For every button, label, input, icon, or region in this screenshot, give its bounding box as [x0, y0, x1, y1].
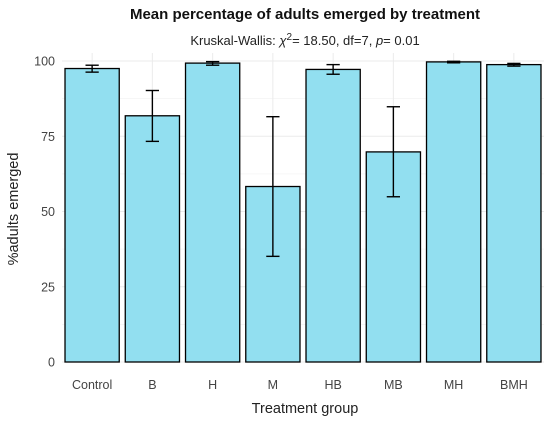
y-tick-label: 0 [48, 356, 55, 370]
y-tick-labels: 0 25 50 75 100 [34, 55, 55, 370]
error-bar-hb [326, 63, 340, 75]
y-tick-label: 100 [34, 55, 55, 69]
subtitle-prefix: Kruskal-Wallis: [190, 33, 279, 48]
y-tick-label: 50 [41, 205, 55, 219]
chart-title: Mean percentage of adults emerged by tre… [130, 6, 480, 23]
subtitle-p-symbol: p [375, 33, 383, 48]
y-axis-title: %adults emerged [6, 153, 22, 266]
bar-mh [425, 61, 482, 363]
subtitle-chi-exponent: 2 [287, 32, 293, 43]
x-tick-label: Control [72, 378, 112, 392]
y-tick-label: 75 [41, 130, 55, 144]
error-bar-bmh [507, 62, 521, 67]
error-bar-m [266, 115, 280, 258]
subtitle-p-value: = 0.01 [383, 33, 420, 48]
bar-h [184, 62, 241, 363]
x-tick-label: HB [324, 378, 341, 392]
error-bar-mh [446, 60, 461, 64]
chart-subtitle: Kruskal-Wallis: χ2= 18.50, df=7, p= 0.01 [190, 32, 419, 48]
x-tick-label: MH [444, 378, 463, 392]
error-bar-control [85, 64, 99, 73]
subtitle-stat-value: = 18.50, df=7, [292, 33, 376, 48]
x-tick-label: BMH [500, 378, 528, 392]
subtitle-chi-symbol: χ [278, 33, 287, 48]
bar-control [64, 67, 120, 363]
bar-bmh [486, 63, 542, 363]
y-tick-label: 25 [41, 280, 55, 294]
x-tick-label: MB [384, 378, 403, 392]
error-bars [85, 60, 521, 258]
bars [64, 61, 542, 363]
x-tick-label: M [268, 378, 278, 392]
x-axis-title: Treatment group [252, 401, 359, 417]
x-tick-label: H [208, 378, 217, 392]
error-bar-b [145, 89, 160, 143]
error-bar-mb [386, 106, 401, 198]
bar-hb [305, 68, 361, 363]
x-tick-label: B [148, 378, 156, 392]
error-bar-h [205, 60, 220, 66]
x-tick-labels: Control B H M HB MB MH BMH [72, 378, 528, 392]
bar-b [124, 115, 181, 363]
